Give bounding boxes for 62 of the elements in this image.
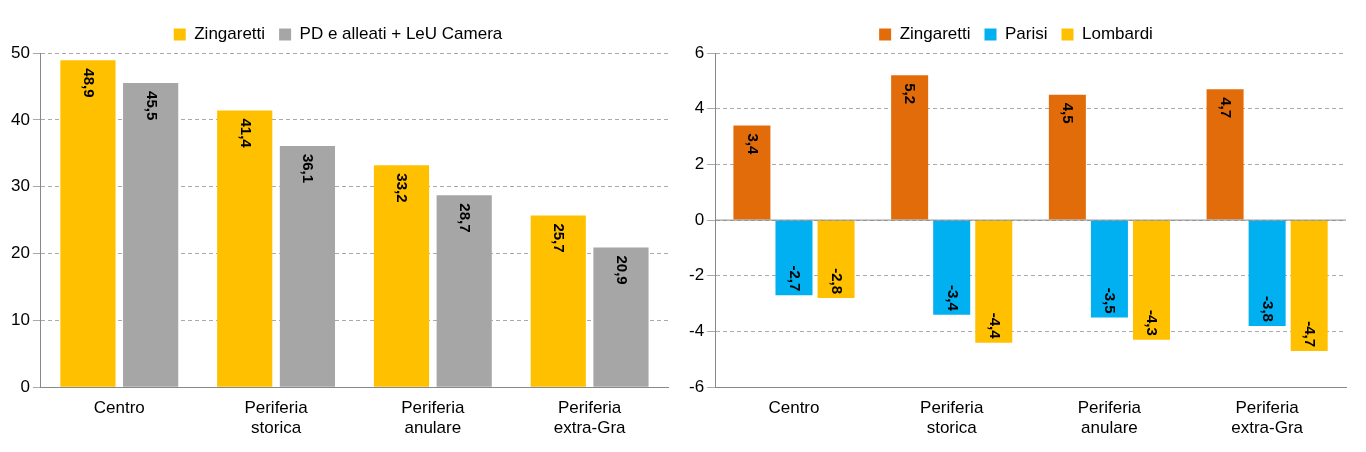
data-label: -3,8 — [1260, 296, 1277, 322]
data-label: -3,5 — [1102, 287, 1120, 314]
data-label: -4,4 — [986, 312, 1004, 340]
y-tick-label: 4 — [694, 98, 705, 118]
data-label: 3,4 — [744, 133, 762, 155]
y-tick-label: -2 — [688, 265, 705, 285]
bar — [1048, 94, 1086, 220]
x-tick-label: Periferia extra-Gra — [1231, 398, 1304, 438]
bar — [1090, 220, 1128, 318]
bar — [975, 220, 1013, 343]
data-label: 48,9 — [80, 68, 98, 98]
data-label: 20,9 — [613, 255, 631, 285]
data-label: -4,7 — [1302, 321, 1320, 347]
y-tick-label: 30 — [10, 176, 30, 196]
data-label: 25,7 — [551, 223, 569, 253]
bar — [775, 220, 813, 296]
data-label: 36,1 — [300, 153, 318, 184]
bar — [1290, 220, 1328, 351]
bar — [733, 125, 771, 220]
data-label: -2,7 — [786, 265, 804, 292]
x-tick-label: Periferia storica — [244, 398, 309, 438]
bar — [817, 220, 855, 299]
x-tick-label: Periferia extra-Gra — [553, 398, 627, 438]
x-tick-label: Periferia anulare — [1077, 398, 1142, 438]
bar — [1206, 89, 1244, 220]
data-label: 41,4 — [237, 118, 255, 149]
bar — [891, 75, 929, 220]
data-label: 28,7 — [457, 203, 475, 233]
bar — [217, 110, 273, 387]
legend-label: Lombardi — [1082, 24, 1153, 44]
bar — [1132, 220, 1170, 340]
bar — [933, 220, 971, 315]
legend-label: PD e alleati + LeU Camera — [299, 24, 503, 44]
legend-label: Zingaretti — [899, 24, 971, 44]
y-tick-label: 20 — [10, 243, 30, 263]
y-tick-label: 0 — [694, 209, 705, 229]
y-tick-label: 40 — [10, 109, 30, 129]
y-tick-label: 50 — [10, 42, 30, 62]
bar — [530, 215, 586, 387]
y-tick-label: -6 — [688, 376, 705, 396]
y-tick-label: 0 — [20, 376, 30, 396]
bar — [60, 60, 116, 387]
data-label: 33,2 — [394, 173, 412, 203]
data-label: -3,4 — [944, 284, 962, 312]
x-tick-label: Periferia anulare — [401, 398, 466, 438]
y-tick-label: -4 — [688, 321, 705, 341]
y-tick-label: 2 — [694, 154, 705, 174]
x-tick-label: Periferia storica — [920, 398, 984, 438]
data-label: -4,3 — [1144, 310, 1162, 336]
y-tick-label: 6 — [694, 42, 705, 62]
bar — [1248, 220, 1286, 326]
data-label: -2,8 — [828, 268, 846, 295]
data-label: 4,7 — [1217, 97, 1235, 119]
data-label: 5,2 — [902, 83, 920, 105]
y-tick-label: 10 — [10, 310, 30, 330]
legend-label: Zingaretti — [194, 24, 266, 44]
bar — [373, 165, 430, 387]
data-label: 4,5 — [1060, 102, 1078, 124]
x-tick-label: Centro — [93, 398, 145, 418]
legend-label: Parisi — [1004, 24, 1048, 44]
data-label: 45,5 — [143, 91, 161, 121]
x-tick-label: Centro — [768, 398, 820, 418]
